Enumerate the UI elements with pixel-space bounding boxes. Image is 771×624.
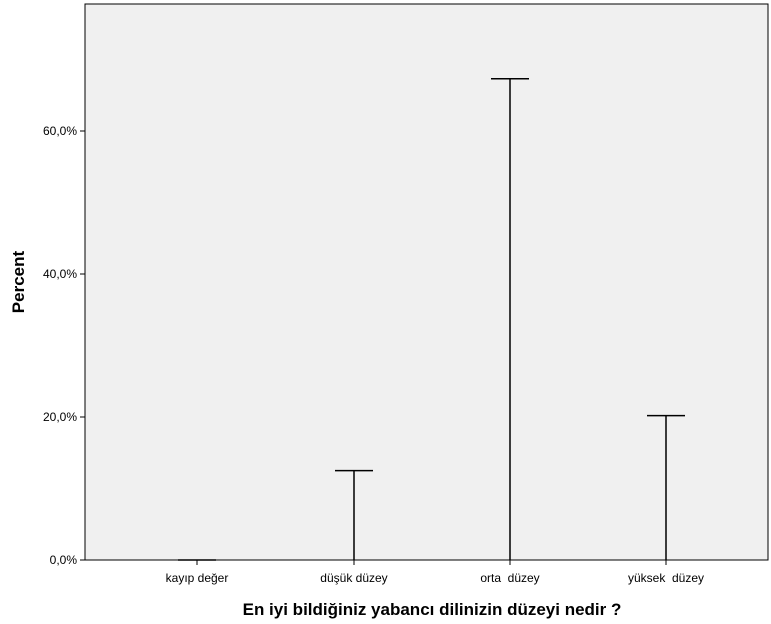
y-tick-label: 60,0%: [43, 124, 77, 138]
x-axis: kayıp değer düşük düzey orta düzey yüksek d…: [166, 560, 704, 585]
y-tick-label: 0,0%: [50, 553, 78, 567]
x-tick-label: kayıp değer: [166, 571, 229, 585]
x-tick-label: orta düzey: [480, 571, 539, 585]
x-tick-label: yüksek düzey: [628, 571, 704, 585]
y-axis-title: Percent: [9, 250, 28, 313]
y-tick-label: 20,0%: [43, 410, 77, 424]
x-axis-title: En iyi bildiğiniz yabancı dilinizin düze…: [243, 600, 622, 619]
y-tick-label: 40,0%: [43, 267, 77, 281]
x-tick-label: düşük düzey: [320, 571, 387, 585]
y-axis: 0,0% 20,0% 40,0% 60,0%: [43, 124, 85, 567]
